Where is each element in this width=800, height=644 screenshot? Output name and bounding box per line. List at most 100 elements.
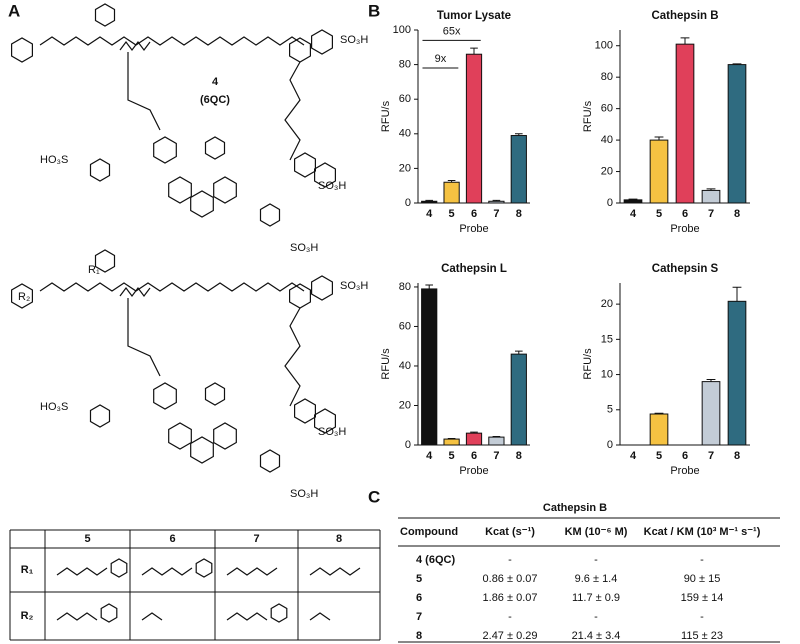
bond (127, 52, 161, 131)
bar (510, 135, 527, 204)
y-tick-label: 40 (601, 134, 613, 146)
compound-name: (6QC) (200, 94, 230, 106)
table-cell: 8 (416, 630, 422, 642)
y-axis-label: RFU/s (582, 348, 594, 380)
bar (443, 438, 460, 446)
x-tick-label: 4 (426, 208, 433, 220)
bond (309, 612, 331, 621)
x-tick-label: 7 (708, 208, 714, 220)
bond (56, 567, 108, 576)
bond (226, 612, 268, 621)
y-tick-label: 60 (601, 103, 613, 115)
atom-label: SO₃H (340, 280, 368, 292)
bond (226, 567, 278, 576)
ring (259, 203, 281, 227)
bond (309, 567, 361, 576)
table-header: KM (10⁻⁶ M) (565, 526, 628, 538)
table-cell: 90 ± 15 (684, 573, 721, 585)
error-bar (680, 37, 690, 45)
table-cell: 159 ± 14 (681, 592, 724, 604)
y-tick-label: 100 (595, 40, 613, 52)
error-bar (628, 198, 638, 200)
y-tick-label: 0 (607, 197, 613, 209)
table-cell: 1.86 ± 0.07 (483, 592, 538, 604)
table-cell: 9.6 ± 1.4 (575, 573, 618, 585)
y-tick-label: 80 (399, 281, 411, 293)
table-cell: 2.47 ± 0.29 (483, 630, 538, 642)
ring (289, 37, 311, 63)
table-cell: - (700, 611, 704, 623)
bar (421, 200, 438, 204)
atom-label: HO₃S (40, 154, 68, 166)
x-tick-label: 6 (471, 208, 477, 220)
table-header: Kcat / KM (10³ M⁻¹ s⁻¹) (644, 526, 761, 538)
y-tick-label: 10 (601, 368, 613, 380)
y-tick-label: 40 (399, 128, 411, 140)
table-cell: 7 (416, 611, 422, 623)
bar (701, 381, 721, 446)
table-cell: 0.86 ± 0.07 (483, 573, 538, 585)
bar (727, 64, 747, 204)
atom-label: HO₃S (40, 401, 68, 413)
error-bar (470, 431, 478, 434)
x-tick-label: 8 (734, 450, 740, 462)
ring (100, 603, 118, 623)
ring (213, 422, 237, 450)
table-cell: 11.7 ± 0.9 (572, 592, 620, 604)
table-cell: 115 ± 23 (681, 630, 723, 642)
bar (701, 189, 721, 204)
atom-label: R₂ (18, 291, 30, 303)
y-tick-label: 20 (601, 298, 613, 310)
atom-label: SO₃H (290, 242, 318, 254)
panel-label: A (8, 1, 20, 20)
y-tick-label: 20 (399, 162, 411, 174)
x-tick-label: 7 (493, 450, 499, 462)
y-tick-label: 60 (399, 320, 411, 332)
x-tick-label: 7 (493, 208, 499, 220)
bar (443, 181, 460, 204)
bar (649, 139, 669, 204)
x-tick-label: 7 (708, 450, 714, 462)
bar (623, 199, 643, 204)
bond (119, 287, 151, 297)
ring (289, 283, 311, 309)
annotation: 65x (443, 25, 461, 37)
y-tick-label: 0 (405, 439, 411, 451)
y-tick-label: 80 (399, 59, 411, 71)
x-tick-label: 8 (516, 208, 522, 220)
table-header: 5 (84, 533, 90, 545)
atom-label: R₁ (88, 264, 100, 276)
table-cell: - (508, 611, 512, 623)
ring (110, 558, 128, 578)
table-cell: - (594, 554, 598, 566)
table-cell: 6 (416, 592, 422, 604)
panel-label: B (368, 1, 380, 20)
table-title: Cathepsin B (543, 502, 607, 514)
bar (421, 288, 438, 446)
x-tick-label: 4 (630, 208, 637, 220)
x-tick-label: 5 (449, 450, 455, 462)
x-tick-label: 4 (426, 450, 433, 462)
ring (190, 436, 214, 464)
error-bar (654, 136, 664, 141)
table-cell: 4 (6QC) (416, 554, 455, 566)
ring (259, 449, 281, 473)
y-tick-label: 5 (607, 404, 613, 416)
annotation: 9x (435, 53, 447, 65)
table-cell: - (594, 611, 598, 623)
bar (465, 432, 483, 446)
bond (39, 282, 305, 292)
table-header: 7 (253, 533, 259, 545)
structure-sketch (11, 3, 361, 623)
error-bar (514, 133, 523, 136)
x-tick-label: 5 (656, 208, 662, 220)
chart-title: Cathepsin S (652, 263, 719, 275)
ring (11, 37, 33, 63)
chart-title: Cathepsin B (651, 10, 718, 22)
bond (119, 41, 151, 51)
x-axis-label: Probe (670, 465, 699, 477)
ring (89, 404, 111, 428)
y-axis-label: RFU/s (380, 100, 392, 132)
x-tick-label: 6 (471, 450, 477, 462)
